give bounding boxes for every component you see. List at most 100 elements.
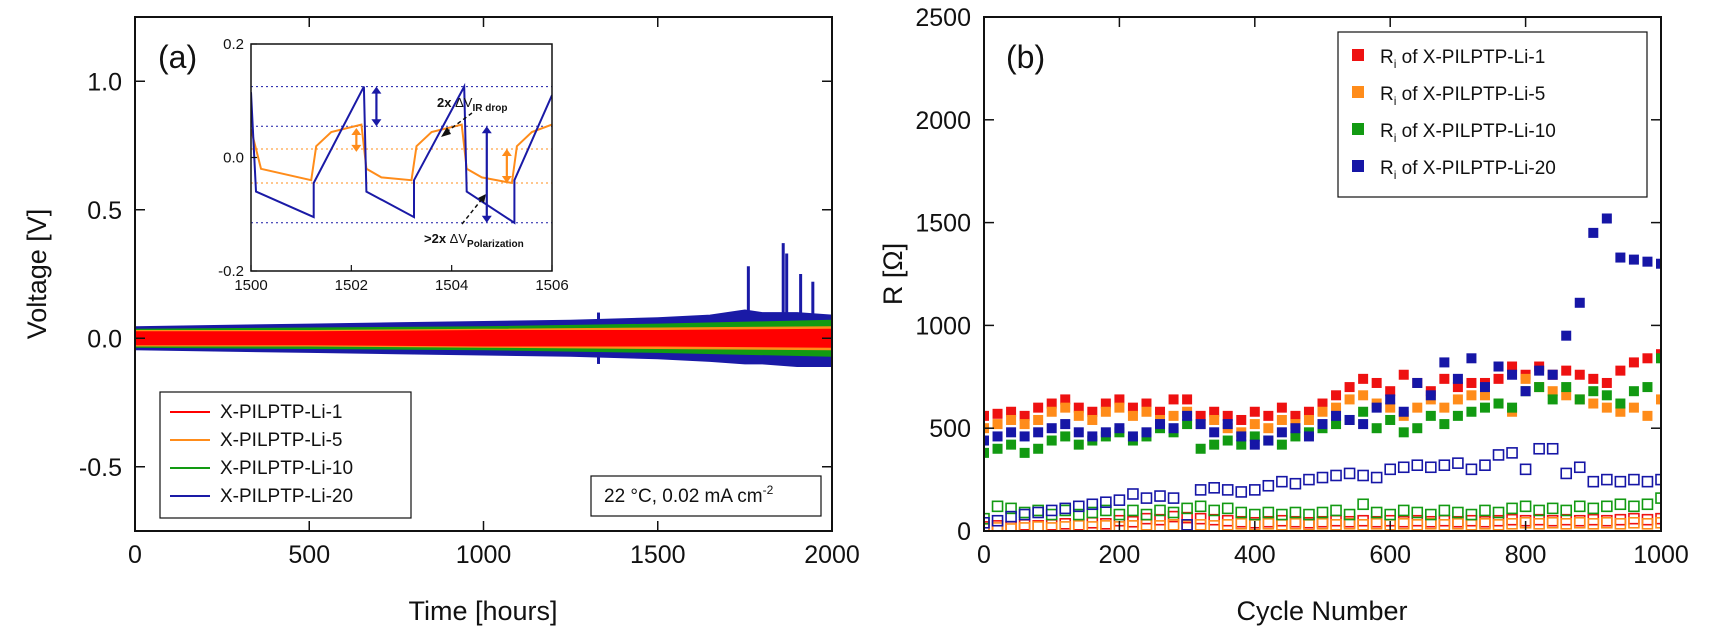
filled-point (1601, 402, 1612, 413)
open-point (1573, 516, 1586, 529)
open-point (1641, 498, 1654, 511)
filled-point (1303, 431, 1314, 442)
x-tick-label: 1000 (456, 541, 512, 569)
filled-point (1073, 402, 1084, 413)
filled-point (1046, 435, 1057, 446)
series-band-X-PILPTP-Li-1 (135, 328, 832, 348)
open-point (1140, 508, 1153, 521)
open-point (1221, 484, 1234, 496)
filled-point (1574, 394, 1585, 405)
open-point (1235, 486, 1248, 498)
inset-delta-arrows (351, 86, 512, 223)
open-point (1154, 504, 1166, 517)
filled-point (1060, 402, 1071, 413)
filled-point (1100, 406, 1111, 417)
panel-b-label: (b) (1006, 39, 1045, 75)
filled-point (1358, 419, 1369, 430)
open-point (1452, 506, 1464, 519)
open-point (1100, 496, 1112, 509)
open-point (1221, 514, 1234, 527)
open-point (1262, 506, 1275, 519)
open-point (1641, 475, 1654, 488)
filled-point (1073, 427, 1084, 438)
open-point (1628, 512, 1640, 525)
filled-point (1425, 410, 1436, 421)
open-point (1086, 506, 1099, 519)
open-point (1330, 519, 1342, 531)
y-tick-label: 1000 (915, 312, 971, 340)
filled-point (1385, 386, 1396, 397)
filled-point (1236, 431, 1247, 442)
open-point (1560, 504, 1573, 517)
open-point (1059, 521, 1072, 531)
panel-b-plot-frame (983, 16, 1662, 532)
open-point (1005, 523, 1017, 531)
open-point (1452, 518, 1464, 530)
filled-point (1507, 361, 1518, 372)
filled-point (1060, 394, 1071, 405)
filled-point (1588, 227, 1599, 238)
filled-point (1276, 414, 1287, 425)
panel-a-legend: X-PILPTP-Li-1 X-PILPTP-Li-5 X-PILPTP-Li-10… (159, 391, 412, 519)
open-point (1452, 457, 1464, 469)
filled-point (1574, 297, 1585, 308)
inset-ir-orange-arrow-head-bottom (351, 144, 362, 152)
x-tick-label: 400 (1234, 541, 1276, 569)
open-point (1154, 490, 1166, 502)
filled-point (1087, 406, 1098, 417)
open-point (1587, 475, 1600, 488)
open-point (1276, 508, 1288, 521)
open-point (1032, 506, 1044, 519)
filled-point (1601, 377, 1612, 388)
inset-x-tick-label: 1506 (535, 277, 568, 294)
filled-point (1209, 439, 1220, 450)
open-point (1140, 492, 1153, 504)
inset-blue-curve (251, 82, 552, 225)
filled-point (1006, 414, 1017, 425)
open-point (1614, 498, 1627, 511)
filled-point (1412, 423, 1423, 434)
panel-a-condition-text: 22 °C, 0.02 mA cm-2 (604, 483, 774, 507)
open-point (1601, 473, 1613, 486)
open-point (1194, 500, 1207, 513)
inset-polarization-label: >2x ΔVPolarization (424, 231, 524, 250)
panel-b-y-axis-label: R [Ω] (878, 243, 908, 305)
filled-point (1046, 398, 1057, 409)
filled-point (1452, 373, 1463, 384)
x-tick-label: 1500 (630, 541, 686, 569)
open-point (1655, 473, 1661, 486)
filled-point (1168, 410, 1179, 421)
open-point (1127, 515, 1139, 528)
open-point (1492, 506, 1505, 519)
open-point (1397, 504, 1410, 517)
panel-b-x-ticks: 0 200 400 600 800 1000 (977, 17, 1689, 569)
filled-point (1114, 423, 1125, 434)
open-point (1316, 471, 1329, 484)
open-point (1005, 502, 1017, 515)
inset-y-tick-label: -0.2 (218, 263, 244, 280)
inset-x-tick-label: 1502 (335, 277, 368, 294)
filled-point (1656, 353, 1661, 364)
open-point (1533, 442, 1545, 455)
filled-point (1385, 394, 1396, 405)
open-point (1479, 459, 1491, 472)
filled-point (1479, 390, 1490, 401)
inset-ir-pointer-head (441, 127, 451, 137)
open-point (1357, 469, 1369, 482)
open-point (1384, 508, 1396, 521)
filled-point (1398, 369, 1409, 380)
open-point (1086, 498, 1099, 511)
open-point (1167, 492, 1180, 504)
x-tick-label: 2000 (804, 541, 860, 569)
open-point (1330, 504, 1342, 517)
filled-point (1114, 402, 1125, 413)
open-point (1045, 522, 1058, 531)
open-point (1587, 502, 1600, 515)
inset-ir-pointer-arrow (444, 112, 473, 134)
panel-a-traces (135, 243, 832, 367)
filled-point (1209, 414, 1220, 425)
filled-point (1290, 410, 1301, 421)
filled-point (1642, 382, 1653, 393)
panel-a-inset: 1500 1502 1504 1506 -0.2 0.0 0.2 2x ΔVIR drop… (218, 36, 569, 294)
inset-y-tick-label: 0.2 (223, 36, 244, 53)
